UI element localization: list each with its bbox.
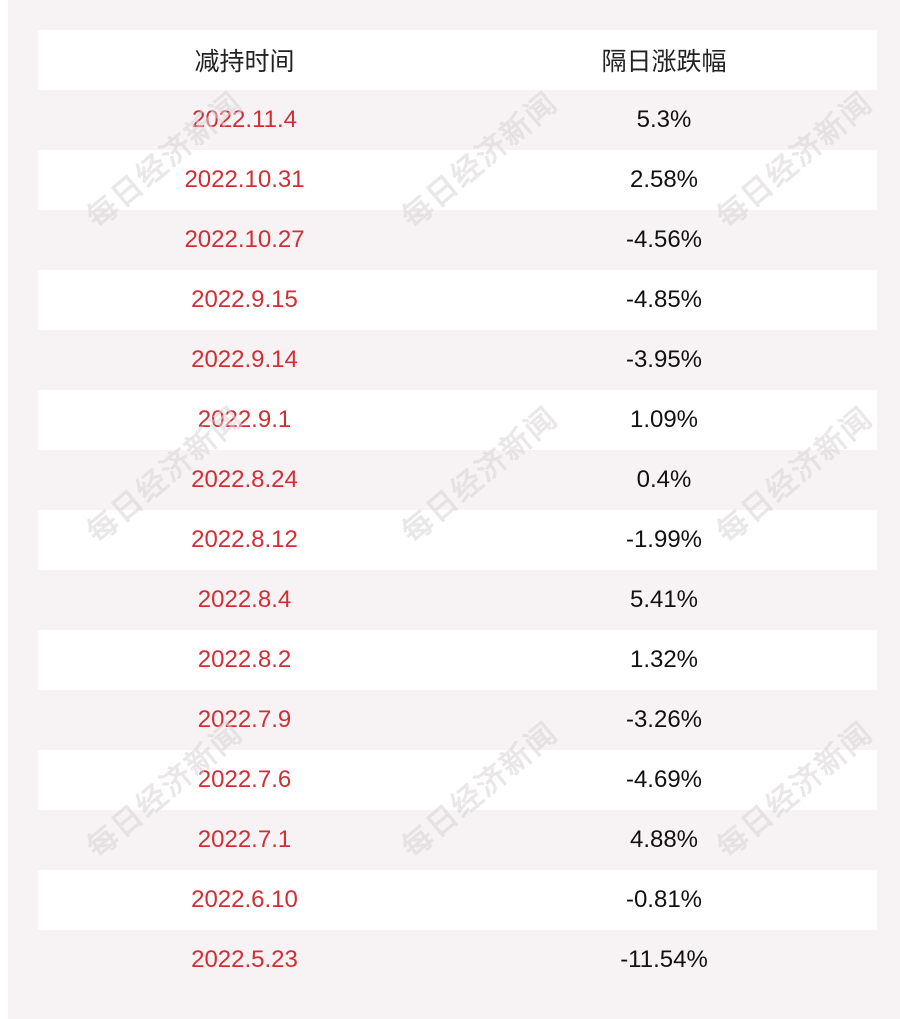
header-reduction-date: 减持时间 bbox=[194, 48, 295, 76]
reduction-date-cell: 2022.7.1 bbox=[197, 826, 292, 853]
table-row: 2022.8.4 5.41% bbox=[38, 570, 877, 630]
reduction-date-cell: 2022.10.27 bbox=[184, 226, 305, 253]
table-row: 2022.8.12 -1.99% bbox=[38, 510, 877, 570]
table-row: 2022.11.4 5.3% bbox=[38, 90, 877, 150]
next-day-change-cell: 2.58% bbox=[629, 166, 699, 193]
reduction-date-cell: 2022.10.31 bbox=[184, 166, 305, 193]
table-body: 2022.11.4 5.3% 2022.10.31 2.58% 2022.10.27 -4… bbox=[38, 90, 877, 990]
next-day-change-cell: 4.88% bbox=[629, 826, 699, 853]
table-row: 2022.7.9 -3.26% bbox=[38, 690, 877, 750]
reduction-date-cell: 2022.9.14 bbox=[191, 346, 298, 373]
reduction-date-cell: 2022.5.23 bbox=[191, 946, 298, 973]
next-day-change-cell: -4.85% bbox=[625, 286, 703, 313]
reduction-table: 减持时间 隔日涨跌幅 2022.11.4 5.3% 2022.10.31 2.58% 2… bbox=[38, 30, 877, 990]
reduction-date-cell: 2022.9.1 bbox=[197, 406, 292, 433]
reduction-date-cell: 2022.8.12 bbox=[191, 526, 298, 553]
next-day-change-cell: 1.32% bbox=[629, 646, 699, 673]
reduction-date-cell: 2022.7.9 bbox=[197, 706, 292, 733]
table-row: 2022.8.2 1.32% bbox=[38, 630, 877, 690]
next-day-change-cell: -0.81% bbox=[625, 886, 703, 913]
next-day-change-cell: -1.99% bbox=[625, 526, 703, 553]
next-day-change-cell: -11.54% bbox=[620, 946, 708, 973]
table-row: 2022.7.6 -4.69% bbox=[38, 750, 877, 810]
next-day-change-cell: -3.95% bbox=[625, 346, 703, 373]
next-day-change-cell: 1.09% bbox=[629, 406, 699, 433]
table-row: 2022.8.24 0.4% bbox=[38, 450, 877, 510]
reduction-date-cell: 2022.9.15 bbox=[191, 286, 298, 313]
table-row: 2022.6.10 -0.81% bbox=[38, 870, 877, 930]
table-row: 2022.10.27 -4.56% bbox=[38, 210, 877, 270]
table-row: 2022.7.1 4.88% bbox=[38, 810, 877, 870]
table-header-row: 减持时间 隔日涨跌幅 bbox=[38, 30, 877, 90]
table-row: 2022.9.15 -4.85% bbox=[38, 270, 877, 330]
table-row: 2022.10.31 2.58% bbox=[38, 150, 877, 210]
next-day-change-cell: 0.4% bbox=[636, 466, 692, 493]
next-day-change-cell: 5.3% bbox=[636, 106, 692, 133]
table-row: 2022.9.14 -3.95% bbox=[38, 330, 877, 390]
reduction-date-cell: 2022.6.10 bbox=[191, 886, 298, 913]
reduction-date-cell: 2022.8.4 bbox=[197, 586, 292, 613]
next-day-change-cell: -3.26% bbox=[625, 706, 703, 733]
next-day-change-cell: 5.41% bbox=[629, 586, 699, 613]
reduction-date-cell: 2022.11.4 bbox=[192, 106, 297, 133]
next-day-change-cell: -4.69% bbox=[625, 766, 703, 793]
table-row: 2022.9.1 1.09% bbox=[38, 390, 877, 450]
reduction-date-cell: 2022.7.6 bbox=[197, 766, 292, 793]
table-row: 2022.5.23 -11.54% bbox=[38, 930, 877, 990]
next-day-change-cell: -4.56% bbox=[625, 226, 703, 253]
header-next-day-change: 隔日涨跌幅 bbox=[601, 48, 727, 76]
reduction-date-cell: 2022.8.2 bbox=[197, 646, 292, 673]
reduction-date-cell: 2022.8.24 bbox=[191, 466, 298, 493]
